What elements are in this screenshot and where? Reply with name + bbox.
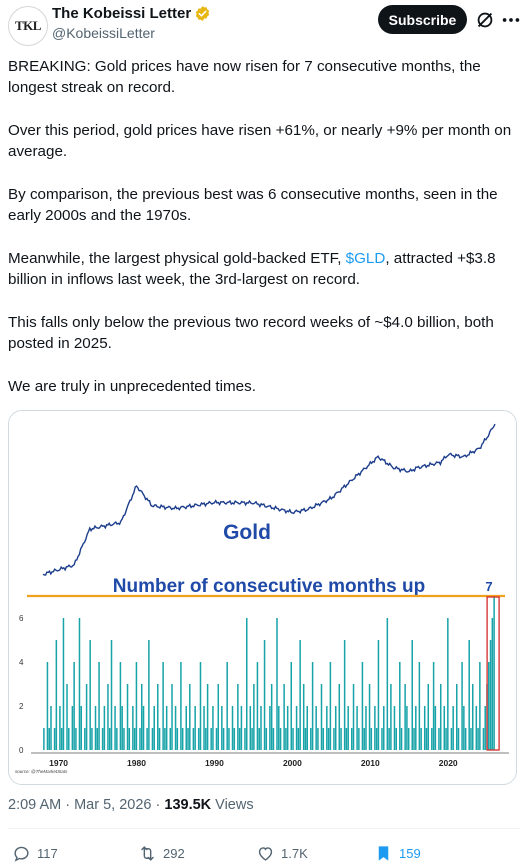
reply-icon [14, 846, 29, 862]
cashtag-link[interactable]: $GLD [345, 250, 386, 267]
repost-count: 292 [163, 846, 185, 861]
avatar[interactable]: TKL [8, 6, 48, 46]
author-handle[interactable]: @KobeissiLetter [52, 25, 155, 41]
author-name-row: The Kobeissi Letter [52, 5, 211, 22]
gold-price-line [42, 423, 496, 576]
gold-panel-label: Gold [223, 521, 271, 544]
tweet-actions: 117 292 1.7K 159 [0, 840, 524, 866]
highlight-label: 7 [485, 579, 492, 594]
gold-streak-chart: Gold Number of consecutive months up 7 0… [9, 411, 516, 784]
x-tick-label: 1990 [205, 758, 224, 768]
bookmark-button[interactable]: 159 [374, 844, 421, 863]
tweet-paragraph: By comparison, the previous best was 6 c… [8, 186, 498, 224]
x-tick-label: 1970 [49, 758, 68, 768]
tweet-paragraph: Over this period, gold prices have risen… [8, 122, 512, 160]
like-count: 1.7K [281, 846, 308, 861]
tweet-paragraph: BREAKING: Gold prices have now risen for… [8, 58, 481, 96]
y-tick-label: 6 [19, 614, 24, 623]
reply-button[interactable]: 117 [12, 844, 58, 863]
x-axis: 1970 1980 1990 2000 2010 2020 [49, 758, 458, 768]
repost-button[interactable]: 292 [138, 844, 185, 863]
current-streak-highlight-box [486, 596, 500, 751]
like-button[interactable]: 1.7K [256, 844, 308, 863]
verified-badge-icon [196, 6, 210, 21]
grok-icon[interactable] [474, 9, 496, 31]
more-options-icon[interactable] [500, 9, 522, 31]
tweet-paragraph: We are truly in unprecedented times. [8, 378, 256, 395]
y-tick-label: 0 [19, 746, 24, 755]
y-tick-label: 4 [19, 658, 24, 667]
etf-text-after: , attracted +$3.8 billion in inflows las… [8, 250, 496, 288]
y-axis: 0 2 4 6 [19, 614, 24, 755]
bookmark-icon [378, 846, 389, 861]
x-tick-label: 2020 [439, 758, 458, 768]
reply-count: 117 [37, 846, 58, 861]
tweet-header: TKL The Kobeissi Letter @KobeissiLetter … [0, 0, 524, 46]
views-label: Views [211, 797, 254, 813]
chart-title: Number of consecutive months up [113, 576, 425, 597]
x-tick-label: 2000 [283, 758, 302, 768]
chart-source: source: @TheMarketStats [15, 769, 68, 774]
x-tick-label: 2010 [361, 758, 380, 768]
divider [8, 828, 520, 829]
meta-separator: · [61, 797, 75, 813]
heart-icon [258, 847, 273, 861]
author-display-name[interactable]: The Kobeissi Letter [52, 5, 192, 22]
tweet-paragraph-etf: Meanwhile, the largest physical gold-bac… [8, 248, 520, 290]
repost-icon [141, 846, 154, 861]
tweet-date[interactable]: Mar 5, 2026 [74, 797, 152, 813]
streak-bars [43, 596, 495, 750]
tweet-meta: 2:09 AM · Mar 5, 2026 · 139.5K Views [8, 797, 254, 813]
tweet-paragraph: This falls only below the previous two r… [8, 314, 494, 352]
views-count: 139.5K [164, 797, 212, 813]
tweet-time[interactable]: 2:09 AM [8, 797, 62, 813]
tweet-media-chart[interactable]: Gold Number of consecutive months up 7 0… [8, 410, 517, 785]
x-tick-label: 1980 [127, 758, 146, 768]
tweet-text: BREAKING: Gold prices have now risen for… [8, 56, 520, 419]
subscribe-button[interactable]: Subscribe [378, 5, 467, 34]
y-tick-label: 2 [19, 702, 24, 711]
etf-text-before: Meanwhile, the largest physical gold-bac… [8, 250, 346, 267]
meta-separator: · [151, 797, 165, 813]
bookmark-count: 159 [399, 846, 421, 861]
